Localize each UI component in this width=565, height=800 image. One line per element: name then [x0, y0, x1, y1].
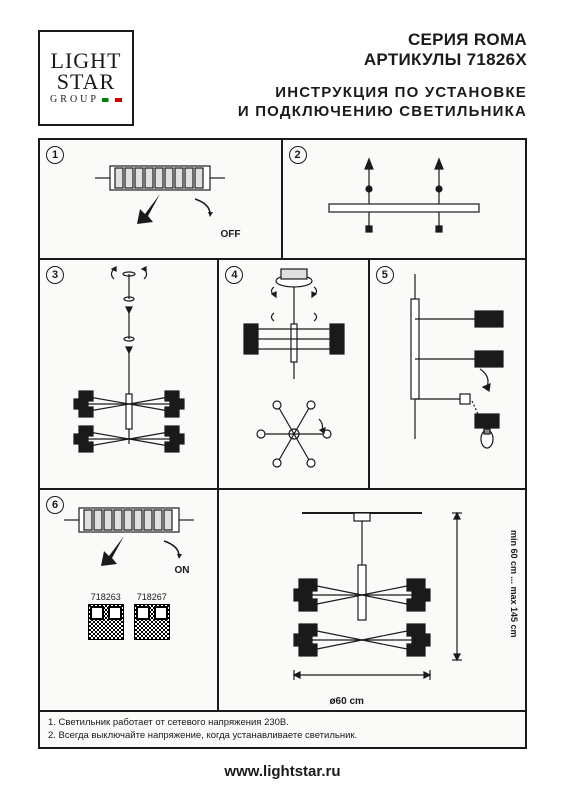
step-number: 2 — [289, 146, 307, 164]
row-3: 6 — [40, 490, 525, 710]
instruction-sheet: LIGHT STAR GROUP СЕРИЯ ROMA АРТИКУЛЫ 718… — [0, 0, 565, 800]
diameter-label: ø60 cm — [329, 696, 363, 707]
note-2: 2. Всегда выключайте напряжение, когда у… — [48, 730, 517, 742]
step-6-cell: 6 — [40, 490, 219, 710]
off-label: OFF — [221, 229, 241, 240]
instruction-grid: 1 — [38, 138, 527, 712]
logo-line-3: GROUP — [50, 95, 122, 105]
qr-item: 718267 — [134, 592, 170, 640]
dimensions-diagram — [242, 505, 502, 695]
series-title: СЕРИЯ ROMA — [238, 30, 527, 50]
step-5-cell: 5 — [370, 260, 525, 488]
height-label: min 60 cm ... max 145 cm — [509, 530, 519, 638]
step-number: 6 — [46, 496, 64, 514]
step-3-diagram — [54, 269, 204, 479]
step-number: 3 — [46, 266, 64, 284]
brand-logo: LIGHT STAR GROUP — [38, 30, 134, 126]
footer-url: www.lightstar.ru — [38, 763, 527, 780]
step-4-cell: 4 — [219, 260, 369, 488]
qr-code-icon — [134, 604, 170, 640]
step-3-cell: 3 — [40, 260, 219, 488]
articul-title: АРТИКУЛЫ 71826X — [238, 50, 527, 70]
step-number: 5 — [376, 266, 394, 284]
step-5-diagram — [380, 269, 515, 479]
qr-label: 718263 — [91, 592, 121, 602]
note-1: 1. Светильник работает от сетевого напря… — [48, 717, 517, 729]
qr-label: 718267 — [137, 592, 167, 602]
italy-flag-icon — [102, 98, 122, 102]
header: LIGHT STAR GROUP СЕРИЯ ROMA АРТИКУЛЫ 718… — [38, 30, 527, 126]
qr-code-icon — [88, 604, 124, 640]
notes-box: 1. Светильник работает от сетевого напря… — [38, 712, 527, 749]
row-1: 1 — [40, 140, 525, 260]
title-block: СЕРИЯ ROMA АРТИКУЛЫ 71826X ИНСТРУКЦИЯ ПО… — [238, 30, 527, 120]
row-2: 3 — [40, 260, 525, 490]
step-number: 1 — [46, 146, 64, 164]
dimensions-cell: ø60 cm min 60 cm ... max 145 cm — [219, 490, 525, 710]
logo-line-2: STAR — [57, 72, 115, 93]
qr-item: 718263 — [88, 592, 124, 640]
step-1-cell: 1 — [40, 140, 283, 258]
step-4-diagram — [229, 269, 359, 479]
step-2-cell: 2 — [283, 140, 526, 258]
instruction-line-1: ИНСТРУКЦИЯ ПО УСТАНОВКЕ — [238, 84, 527, 101]
instruction-line-2: И ПОДКЛЮЧЕНИЮ СВЕТИЛЬНИКА — [238, 103, 527, 120]
on-label: ON — [174, 565, 189, 576]
step-2-diagram — [309, 154, 499, 244]
qr-row: 718263 718267 — [88, 592, 170, 640]
